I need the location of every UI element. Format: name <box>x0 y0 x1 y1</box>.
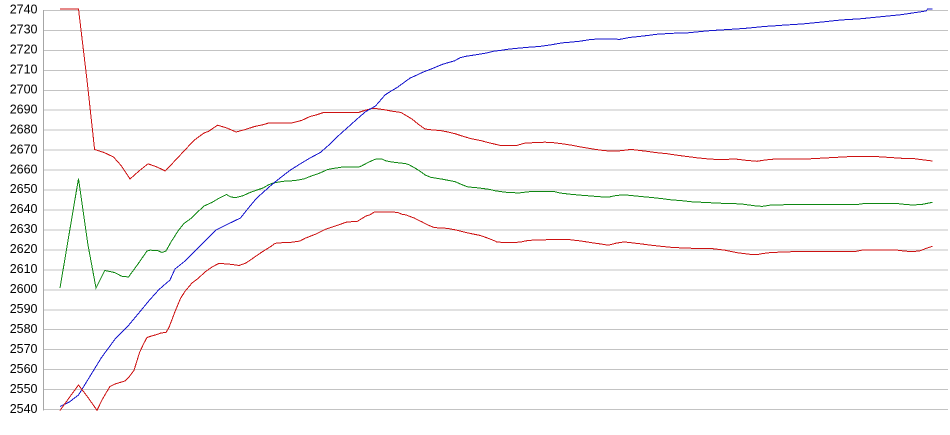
svg-text:2610: 2610 <box>10 262 38 276</box>
svg-text:2680: 2680 <box>10 122 38 136</box>
svg-text:2670: 2670 <box>10 142 38 156</box>
svg-text:2620: 2620 <box>10 242 38 256</box>
svg-text:2710: 2710 <box>10 63 38 77</box>
svg-text:2570: 2570 <box>10 342 38 356</box>
svg-text:2720: 2720 <box>10 43 38 57</box>
svg-text:2640: 2640 <box>10 202 38 216</box>
svg-text:2580: 2580 <box>10 322 38 336</box>
svg-text:2740: 2740 <box>10 3 38 17</box>
svg-text:2590: 2590 <box>10 302 38 316</box>
svg-text:2700: 2700 <box>10 82 38 96</box>
svg-text:2540: 2540 <box>10 402 38 416</box>
svg-text:2550: 2550 <box>10 382 38 396</box>
svg-text:2660: 2660 <box>10 162 38 176</box>
svg-text:2600: 2600 <box>10 282 38 296</box>
svg-text:2630: 2630 <box>10 222 38 236</box>
svg-text:2690: 2690 <box>10 102 38 116</box>
svg-text:2650: 2650 <box>10 182 38 196</box>
svg-text:2560: 2560 <box>10 362 38 376</box>
svg-text:2730: 2730 <box>10 23 38 37</box>
